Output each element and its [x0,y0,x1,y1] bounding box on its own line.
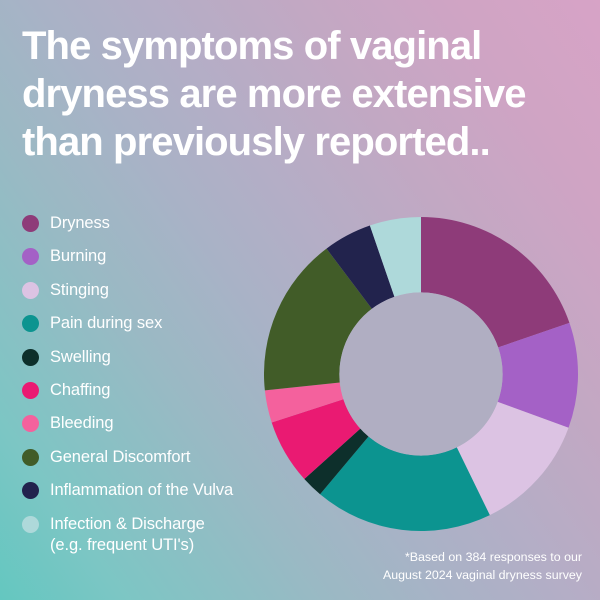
legend-item-label: Infection & Discharge (e.g. frequent UTI… [50,514,205,554]
legend-item[interactable]: Stinging [22,280,304,301]
legend-color-swatch-icon [22,215,39,232]
legend-color-swatch-icon [22,415,39,433]
chart-legend: Dryness Burning Stinging Pain during sex Swe… [22,213,304,568]
donut-chart [264,217,578,531]
donut-slice[interactable] [326,225,395,309]
legend-color-swatch-icon [22,315,39,333]
legend-item[interactable]: Burning [22,246,304,267]
legend-color-swatch-icon [22,281,39,299]
legend-color-swatch-icon [22,381,39,399]
legend-item-label: Inflammation of the Vulva [50,481,234,500]
legend-color-swatch-icon [22,248,39,266]
legend-item-label: General Discomfort [50,447,191,466]
legend-item-label: Dryness [50,214,110,232]
legend-item[interactable]: Dryness [22,213,304,234]
legend-item-label: Swelling [50,347,111,366]
donut-chart-svg [264,217,578,531]
legend-color-swatch-icon [22,515,39,533]
legend-item-label: Bleeding [50,414,114,433]
legend-item[interactable]: Swelling [22,347,304,368]
chart-footnote: *Based on 384 responses to our August 20… [382,550,582,582]
legend-item[interactable]: Bleeding [22,413,304,434]
legend-item-label: Burning [50,247,107,266]
legend-item[interactable]: General Discomfort [22,447,304,468]
legend-item[interactable]: Chaffing [22,380,304,401]
donut-slice[interactable] [497,322,578,428]
donut-slice[interactable] [271,399,361,480]
legend-item[interactable]: Pain during sex [22,313,304,334]
donut-slice[interactable] [320,436,490,531]
donut-slice[interactable] [304,428,369,495]
donut-slice[interactable] [264,382,344,423]
legend-color-swatch-icon [22,482,39,500]
donut-slice[interactable] [456,401,569,516]
legend-item-label: Stinging [50,280,109,299]
legend-item-label: Pain during sex [50,314,163,333]
donut-slice-group [264,217,578,531]
donut-slice[interactable] [264,248,372,391]
donut-center-hole [339,292,503,456]
legend-item[interactable]: Infection & Discharge (e.g. frequent UTI… [22,514,304,556]
legend-item-label: Chaffing [50,380,111,399]
donut-slice[interactable] [369,217,421,297]
legend-item[interactable]: Inflammation of the Vulva [22,480,304,501]
page-title: The symptoms of vaginal dryness are more… [22,24,526,164]
donut-slice[interactable] [421,217,570,348]
legend-color-swatch-icon [22,448,39,466]
legend-color-swatch-icon [22,348,39,366]
